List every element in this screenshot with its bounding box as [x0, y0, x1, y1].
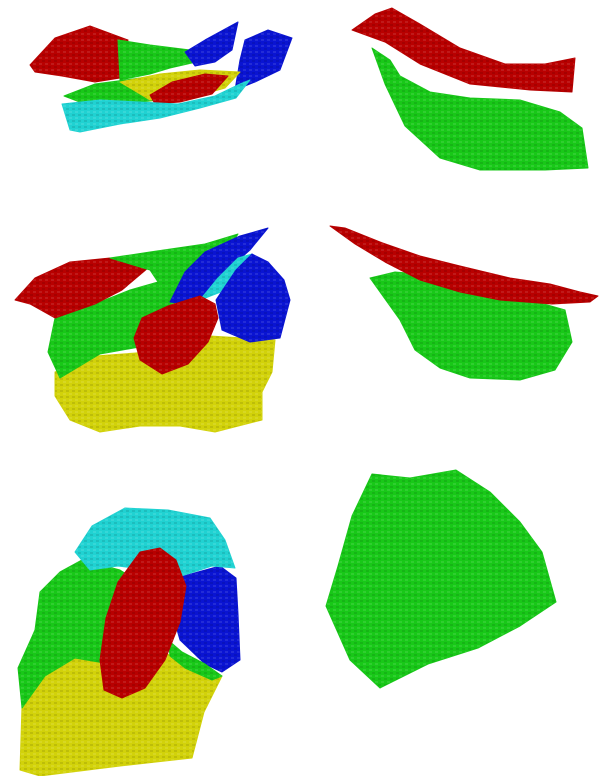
panel-row2-left	[14, 227, 291, 433]
surface-texture	[185, 22, 238, 66]
surface-texture	[372, 48, 588, 170]
surface-texture	[150, 74, 228, 104]
surface-texture	[48, 280, 175, 378]
surface-texture	[216, 254, 290, 342]
surface-texture	[30, 26, 128, 82]
surface-texture	[235, 30, 292, 90]
panel-row3-left	[17, 507, 241, 776]
surface-texture	[15, 258, 148, 318]
surface-texture	[75, 508, 235, 578]
surface-texture	[20, 648, 222, 776]
surface-texture	[55, 336, 275, 432]
panel-row2-right	[329, 225, 599, 381]
surface-texture	[62, 80, 250, 132]
surface-texture	[200, 254, 252, 300]
surface-texture	[118, 40, 205, 80]
surface-texture	[110, 234, 238, 300]
surface-texture	[352, 8, 575, 92]
surface-texture	[100, 548, 186, 698]
panel-row1-left	[29, 21, 293, 133]
surface-texture	[326, 470, 556, 688]
panel-row1-right	[351, 7, 589, 171]
panel-row3-right	[325, 469, 557, 689]
surface-texture	[168, 640, 222, 680]
surface-texture	[134, 296, 218, 374]
surface-texture	[170, 566, 240, 672]
surface-texture	[330, 226, 598, 304]
surface-texture	[170, 228, 268, 305]
surface-texture	[18, 560, 142, 708]
